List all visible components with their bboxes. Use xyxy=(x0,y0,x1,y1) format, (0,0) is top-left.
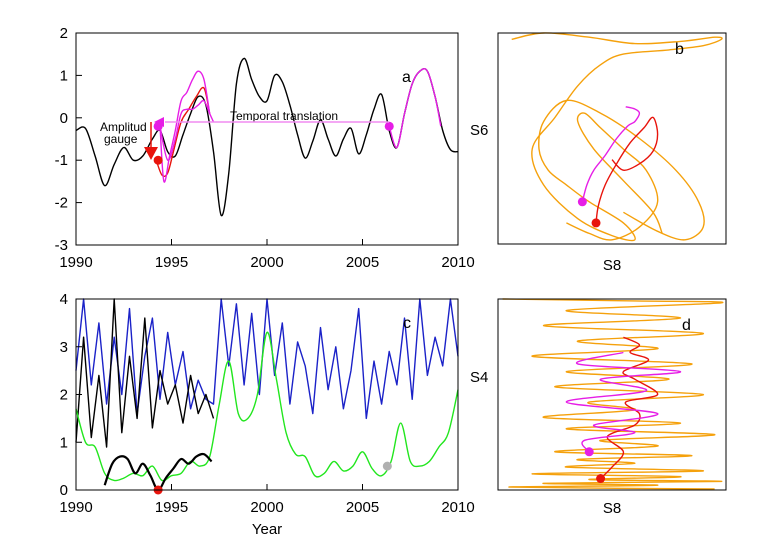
panel-a-ytick-label: 1 xyxy=(60,67,68,84)
panel-c-series-1-line xyxy=(75,298,215,448)
panel-b-frame xyxy=(497,32,727,245)
panel-b-series-2-line xyxy=(595,116,659,223)
panel-a-xtick-label: 2010 xyxy=(441,254,474,271)
panel-c-ytick-label: 2 xyxy=(60,387,68,404)
panel-c-frame xyxy=(75,298,459,491)
panel-d-point-0 xyxy=(596,474,606,484)
panel-b-point-0 xyxy=(591,218,601,228)
panel-a: 1990 1995 2000 2005 2010 -3 -2 -1 0 1 2 a Amplitu… xyxy=(55,25,475,271)
panel-b-series-1-line xyxy=(566,112,663,241)
panel-a-series-4-line xyxy=(388,68,442,149)
panel-c-series-0-line xyxy=(75,298,459,420)
temporal-translation-annotation: Temporal translation xyxy=(230,109,338,123)
panel-c-ytick-label: 0 xyxy=(60,482,68,499)
panel-b: b S8 S6 xyxy=(470,32,727,274)
panel-c-xtick-label: 2005 xyxy=(346,499,379,516)
panel-b-xlabel: S8 xyxy=(603,257,621,274)
panel-a-xtick-label: 2000 xyxy=(250,254,283,271)
panel-c-y-ticks: 0 1 2 3 4 xyxy=(60,291,82,499)
panel-c-series-2-line xyxy=(75,331,459,482)
panel-c-x-ticks: 1990 1995 2000 2005 2010 xyxy=(59,484,475,516)
panel-d: d S8 S4 xyxy=(470,298,727,517)
temporal-arrow-head xyxy=(154,117,164,127)
panel-c-xtick-label: 1995 xyxy=(155,499,188,516)
panel-d-series-2-line xyxy=(565,351,682,453)
panel-c-label: c xyxy=(403,315,411,332)
panel-c-ytick-label: 4 xyxy=(60,291,68,308)
amplitude-arrow-head xyxy=(144,147,158,160)
panel-c-xtick-label: 1990 xyxy=(59,499,92,516)
panel-a-ytick-label: -2 xyxy=(55,195,68,212)
panel-a-point-1 xyxy=(384,121,394,131)
panel-d-label: d xyxy=(682,317,691,334)
panel-a-series-2-line xyxy=(159,70,211,183)
amplitude-annotation-line1: Amplitud xyxy=(100,120,147,134)
panel-c-point-1 xyxy=(382,461,392,471)
panel-b-point-1 xyxy=(577,197,587,207)
panel-a-y-ticks: -3 -2 -1 0 1 2 xyxy=(55,25,82,254)
panel-c: 1990 1995 2000 2005 2010 0 1 2 3 4 c Year xyxy=(59,291,474,538)
panel-b-label: b xyxy=(675,41,684,58)
panel-a-point-0 xyxy=(153,155,163,165)
panel-c-xtick-label: 2010 xyxy=(441,499,474,516)
panel-d-points xyxy=(584,447,606,484)
panel-a-series-3-line xyxy=(159,99,215,161)
amplitude-annotation-line2: gauge xyxy=(104,132,138,146)
panel-c-series xyxy=(75,298,459,492)
panel-b-ylabel: S6 xyxy=(470,122,488,139)
panel-a-label: a xyxy=(402,69,411,86)
panel-a-points xyxy=(153,121,394,165)
panel-d-frame xyxy=(497,298,727,491)
panel-b-series-0-line xyxy=(511,32,723,242)
panel-a-xtick-label: 2005 xyxy=(346,254,379,271)
panel-a-xtick-label: 1990 xyxy=(59,254,92,271)
panel-d-xlabel: S8 xyxy=(603,500,621,517)
panel-d-point-1 xyxy=(584,447,594,457)
panel-b-series-3-line xyxy=(581,106,641,202)
panel-a-x-ticks: 1990 1995 2000 2005 2010 xyxy=(59,239,475,271)
panel-c-xtick-label: 2000 xyxy=(250,499,283,516)
panel-a-series xyxy=(75,57,459,217)
panel-b-points xyxy=(577,197,601,228)
panel-a-ytick-label: -1 xyxy=(55,152,68,169)
panel-a-ytick-label: -3 xyxy=(55,237,68,254)
panel-a-ytick-label: 2 xyxy=(60,25,68,42)
panel-c-xlabel: Year xyxy=(252,521,282,538)
panel-c-ytick-label: 3 xyxy=(60,339,68,356)
panel-a-ytick-label: 0 xyxy=(60,110,68,127)
panel-d-series xyxy=(502,298,724,490)
panel-b-series xyxy=(511,32,723,242)
panel-c-series-3-line xyxy=(103,452,213,492)
panel-a-xtick-label: 1995 xyxy=(155,254,188,271)
panel-d-series-0-line xyxy=(502,298,724,490)
panel-d-ylabel: S4 xyxy=(470,369,488,386)
panel-c-ytick-label: 1 xyxy=(60,434,68,451)
panel-d-series-1-line xyxy=(600,336,659,479)
